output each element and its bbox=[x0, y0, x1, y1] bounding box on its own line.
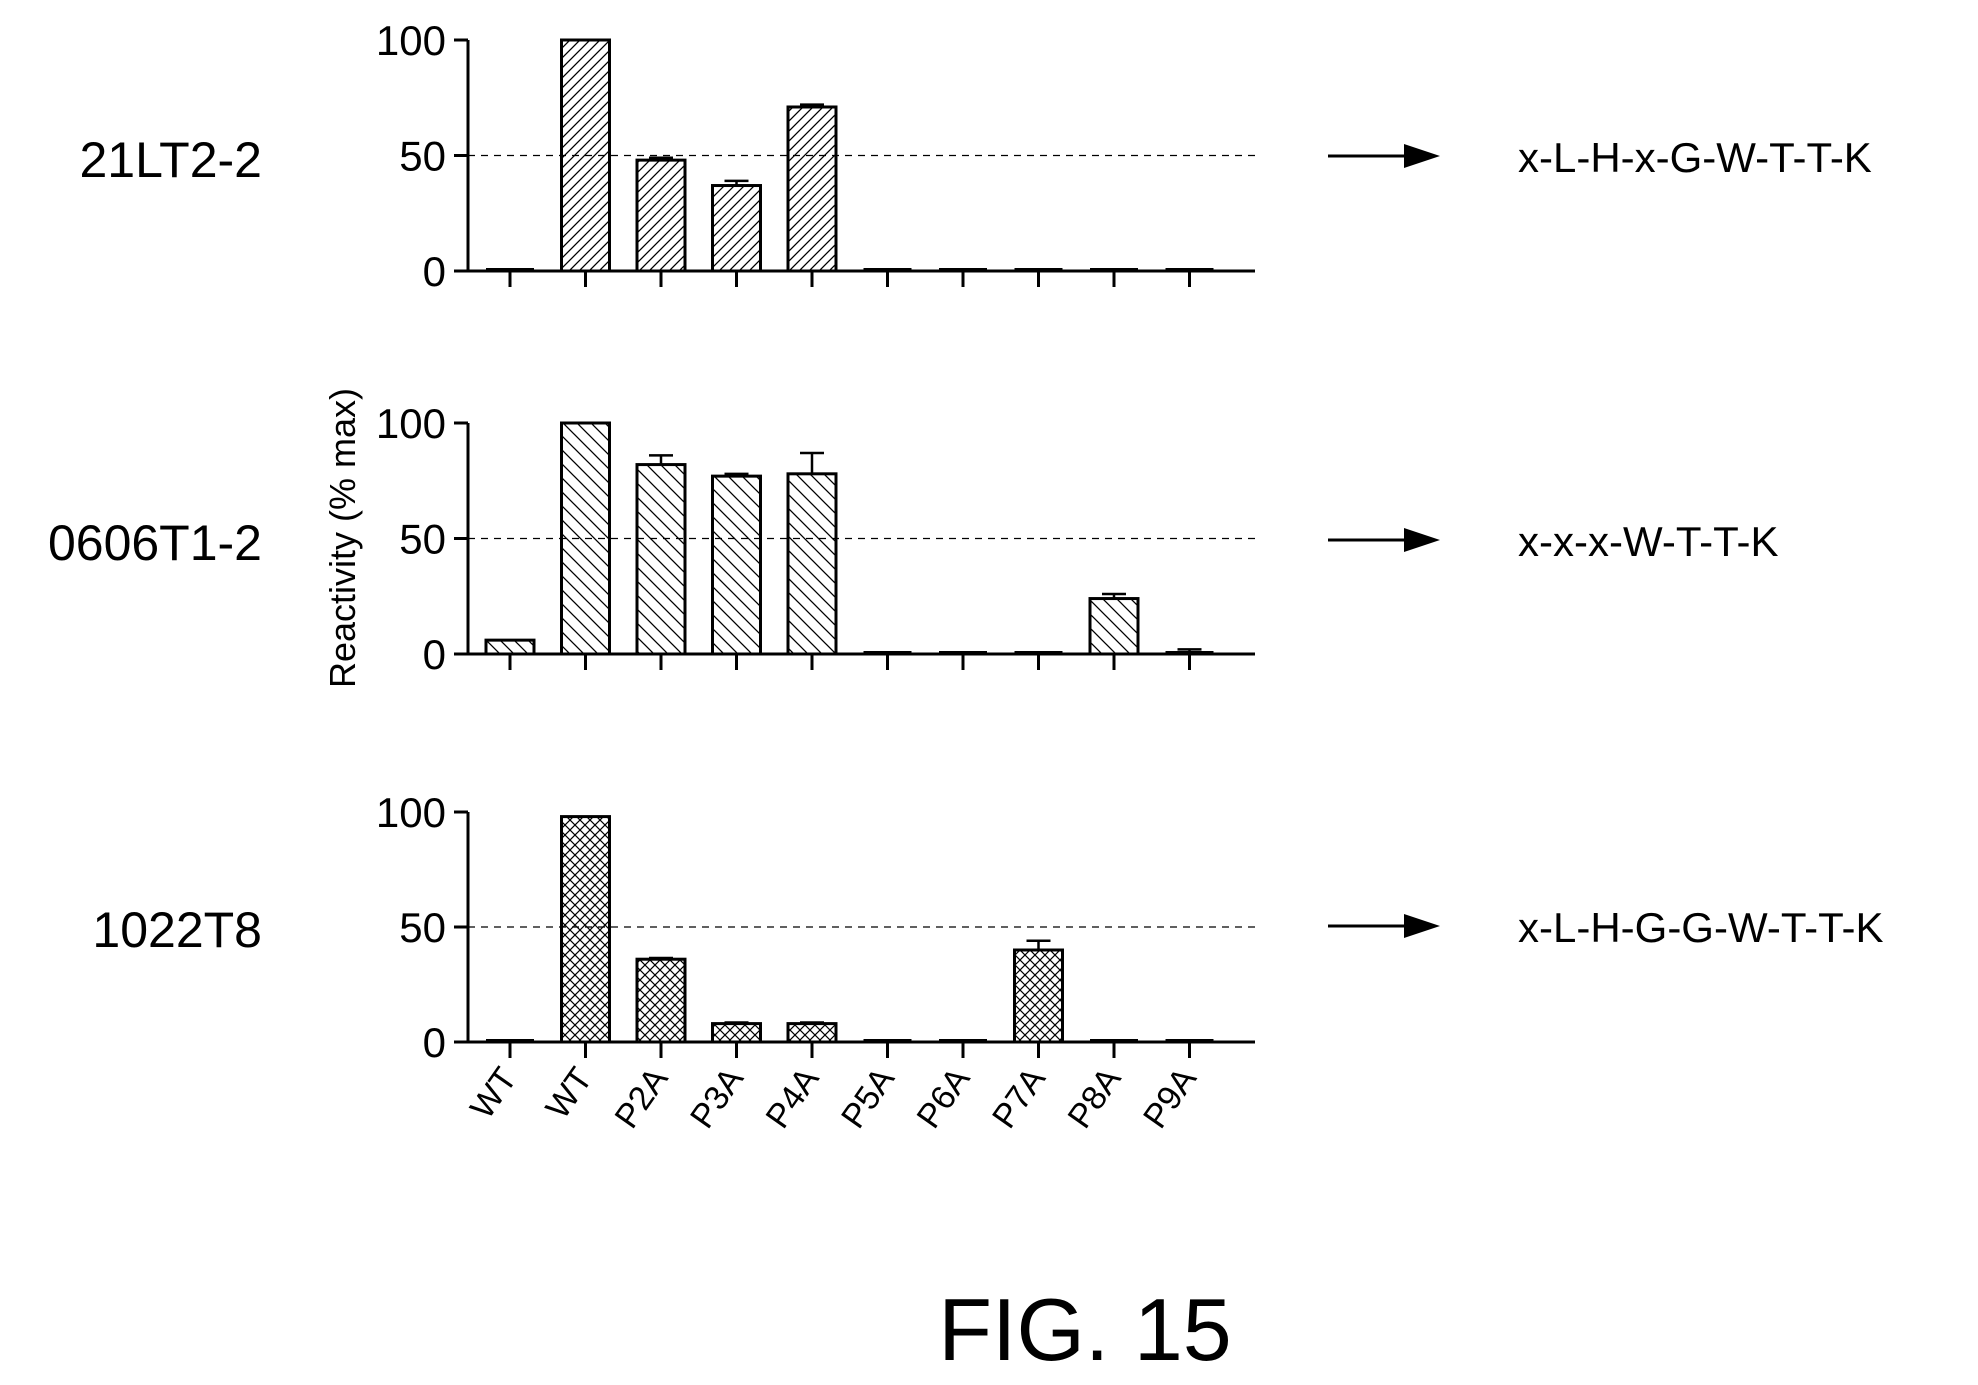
bar bbox=[711, 474, 762, 656]
motif-arrow bbox=[1328, 914, 1440, 938]
panel-label: 0606T1-2 bbox=[48, 515, 262, 571]
bar bbox=[560, 421, 611, 656]
bar bbox=[711, 184, 762, 273]
bar bbox=[635, 463, 687, 656]
bar bbox=[1013, 948, 1064, 1044]
bar bbox=[635, 957, 687, 1044]
y-tick-label: 100 bbox=[376, 17, 446, 64]
bar-chart-1022t8: 0 50 100 bbox=[376, 789, 1255, 1066]
panel-1022t8: 1022T8 0 50 100 x-L-H-G-G-W-T-T-K bbox=[92, 789, 1883, 1066]
motif-label: x-x-x-W-T-T-K bbox=[1518, 518, 1779, 565]
y-tick-label: 50 bbox=[399, 904, 446, 951]
bar bbox=[560, 38, 611, 273]
category-label: WT bbox=[463, 1061, 524, 1126]
y-axis-label: Reactivity (% max) bbox=[322, 388, 363, 688]
panel-label: 21LT2-2 bbox=[79, 132, 262, 188]
motif-label: x-L-H-x-G-W-T-T-K bbox=[1518, 134, 1872, 181]
motif-arrow bbox=[1328, 144, 1440, 168]
panel-0606t1-2: 0606T1-2 0 50 100 x-x-x-W-T-T-K bbox=[48, 400, 1779, 678]
bar bbox=[484, 638, 536, 656]
bar bbox=[786, 472, 838, 656]
bar bbox=[560, 815, 611, 1044]
bar bbox=[635, 158, 687, 273]
bar bbox=[711, 1022, 762, 1044]
category-label: P6A bbox=[910, 1061, 978, 1136]
motif-label: x-L-H-G-G-W-T-T-K bbox=[1518, 904, 1884, 951]
y-tick-label: 0 bbox=[423, 1019, 446, 1066]
bar-chart-21lt2-2: 0 50 100 bbox=[376, 17, 1255, 295]
y-tick-label: 0 bbox=[423, 631, 446, 678]
y-tick-label: 50 bbox=[399, 133, 446, 180]
category-label: P5A bbox=[834, 1061, 902, 1136]
y-tick-label: 50 bbox=[399, 516, 446, 563]
category-label: P2A bbox=[608, 1061, 676, 1136]
category-label: P3A bbox=[683, 1061, 751, 1136]
y-tick-label: 0 bbox=[423, 248, 446, 295]
bar bbox=[1088, 597, 1140, 656]
motif-arrow bbox=[1328, 528, 1440, 552]
category-label: P9A bbox=[1136, 1061, 1204, 1136]
panel-21lt2-2: 21LT2-2 0 50 100 x-L-H-x-G-W-T-T-K bbox=[79, 17, 1871, 295]
category-label: P8A bbox=[1061, 1061, 1129, 1136]
bar-chart-0606t1-2: 0 50 100 bbox=[376, 400, 1255, 678]
figure-caption: FIG. 15 bbox=[938, 1280, 1231, 1379]
category-label: P7A bbox=[985, 1061, 1053, 1136]
category-label: WT bbox=[539, 1061, 600, 1126]
bar bbox=[786, 1022, 838, 1044]
y-tick-label: 100 bbox=[376, 400, 446, 447]
bar bbox=[786, 105, 838, 273]
panel-label: 1022T8 bbox=[92, 902, 262, 958]
x-axis-category-labels: WT WT P2A P3A P4A P5A P6A P7A P8A P9A bbox=[463, 1061, 1204, 1136]
category-label: P4A bbox=[759, 1061, 827, 1136]
y-tick-label: 100 bbox=[376, 789, 446, 836]
